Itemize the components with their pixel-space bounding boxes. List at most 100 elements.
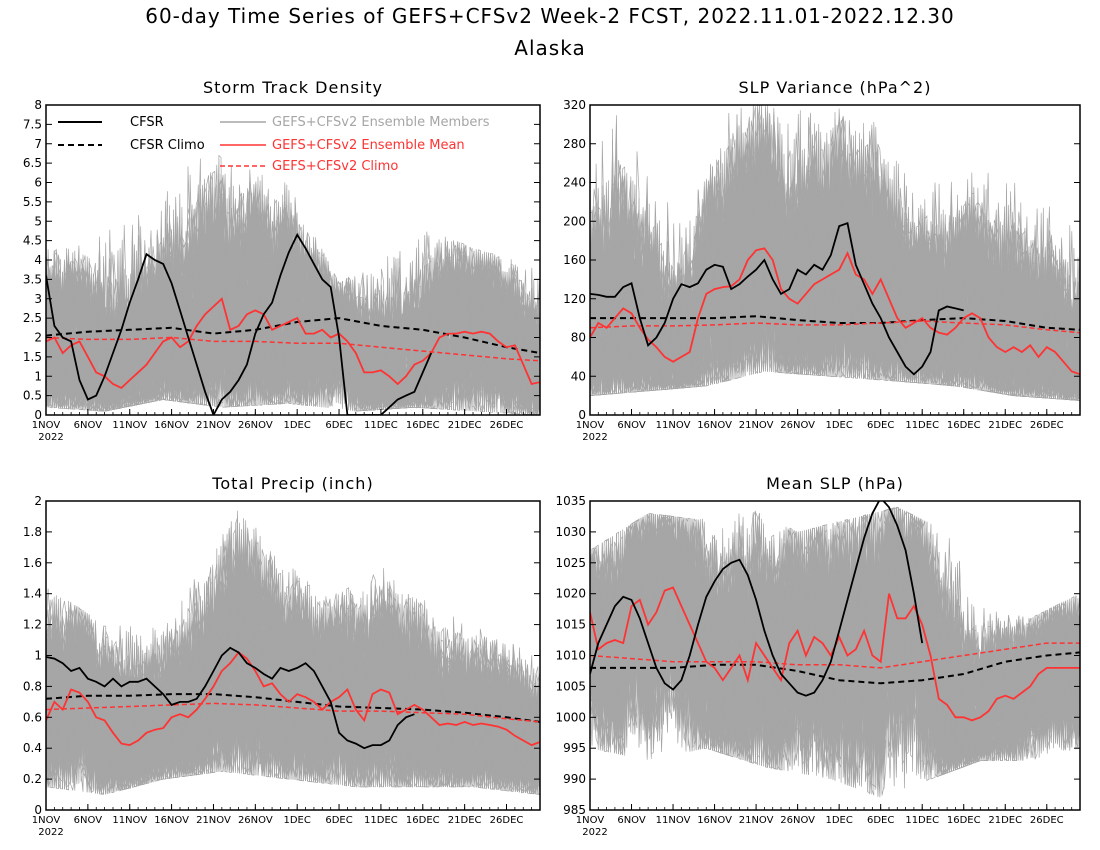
y-tick-label: 6.5 [23, 156, 42, 170]
y-tick-label: 240 [563, 176, 586, 190]
plot-area [590, 501, 1080, 798]
ensemble-member-line [46, 173, 540, 415]
y-tick-label: 1.4 [23, 587, 42, 601]
y-tick-label: 0.8 [23, 679, 42, 693]
x-tick-label: 21DEC [988, 815, 1022, 826]
y-axis: 0 0.2 0.4 0.6 0.8 1 1.2 1.4 1.6 1.8 2 [23, 494, 540, 817]
panel-2: SLP Variance (hPa^2) 0 40 80 120 160 200 240 280… [563, 78, 1081, 443]
ens-mean-line [46, 651, 540, 747]
y-tick-label: 1010 [555, 649, 586, 663]
y-tick-label: 1000 [555, 710, 586, 724]
x-tick-label: 21DEC [448, 815, 482, 826]
y-tick-label: 2.5 [23, 311, 42, 325]
y-tick-label: 1.5 [23, 350, 42, 364]
panel-1: Storm Track Density 0 0.5 1 1.5 2 2.5 3 3.5 4 4.5 5… [23, 78, 541, 443]
y-tick-label: 1035 [555, 494, 586, 508]
legend-members-label: GEFS+CFSv2 Ensemble Members [272, 115, 490, 130]
x-tick-label: 6NOV [74, 815, 103, 826]
ens-climo-line [46, 336, 540, 362]
plot-area [46, 510, 540, 795]
y-tick-label: 280 [563, 137, 586, 151]
legend: CFSR CFSR Climo GEFS+CFSv2 Ensemble Member… [58, 115, 490, 174]
y-tick-label: 2 [34, 494, 42, 508]
y-tick-label: 0.6 [23, 710, 42, 724]
cfsr-climo-line [590, 651, 1080, 685]
x-tick-label: 11NOV [656, 420, 691, 431]
y-tick-label: 3 [34, 292, 42, 306]
y-axis: 0 0.5 1 1.5 2 2.5 3 3.5 4 4.5 5 5.5 6 6.5 7 7.5 8 [23, 98, 540, 422]
ens-climo-line [46, 702, 540, 723]
ensemble-member-line [590, 137, 1080, 401]
x-tick-label: 1DEC [283, 420, 310, 431]
y-tick-label: 985 [563, 803, 586, 817]
x-tick-label: 26DEC [490, 815, 524, 826]
plot-area [46, 154, 540, 415]
ens-climo-line [590, 642, 1080, 669]
y-tick-label: 200 [563, 214, 586, 228]
x-tick-label: 6NOV [617, 815, 646, 826]
x-tick-label: 26NOV [238, 420, 273, 431]
ensemble-members [46, 510, 540, 795]
x-tick-label: 16NOV [697, 815, 732, 826]
x-year-label: 2022 [38, 827, 63, 838]
x-tick-label: 11DEC [364, 420, 398, 431]
ens-mean-line [46, 297, 540, 389]
ensemble-member-line [46, 528, 540, 794]
y-tick-label: 1.2 [23, 618, 42, 632]
y-tick-label: 40 [571, 369, 586, 383]
y-axis: 985 990 995 1000 1005 1010 1015 1020 1025 1030 103… [555, 494, 1080, 817]
x-tick-label: 21NOV [739, 815, 774, 826]
x-axis: 1NOV 6NOV 11NOV 16NOV 21NOV 26NOV 1DEC 6DEC 11DE… [576, 804, 1081, 838]
x-tick-label: 6DEC [325, 815, 352, 826]
y-tick-label: 0.4 [23, 741, 42, 755]
ensemble-member-line [590, 116, 1080, 401]
cfsr-line [590, 222, 964, 376]
plot-area [590, 105, 1080, 401]
panel-title: Mean SLP (hPa) [766, 474, 904, 493]
y-tick-label: 990 [563, 772, 586, 786]
x-tick-label: 26DEC [1030, 420, 1064, 431]
x-tick-label: 11DEC [905, 420, 939, 431]
y-tick-label: 7.5 [23, 117, 42, 131]
figure-region: Alaska [514, 36, 586, 60]
ensemble-member-line [46, 188, 540, 415]
x-tick-label: 16DEC [406, 420, 440, 431]
cfsr-line [46, 646, 415, 750]
x-tick-label: 26NOV [780, 420, 815, 431]
ensemble-member-line [46, 187, 540, 414]
y-tick-label: 0.5 [23, 389, 42, 403]
y-tick-label: 80 [571, 331, 586, 345]
legend-ens-climo-label: GEFS+CFSv2 Climo [272, 159, 398, 174]
x-tick-label: 6NOV [74, 420, 103, 431]
y-tick-label: 1.8 [23, 525, 42, 539]
y-tick-label: 8 [34, 98, 42, 112]
y-tick-label: 1015 [555, 618, 586, 632]
x-tick-label: 26DEC [490, 420, 524, 431]
x-year-label: 2022 [582, 827, 607, 838]
y-tick-label: 4 [34, 253, 42, 267]
x-tick-label: 21DEC [448, 420, 482, 431]
x-tick-label: 16NOV [154, 815, 189, 826]
x-tick-label: 6DEC [325, 420, 352, 431]
x-tick-label: 6NOV [617, 420, 646, 431]
panel-title: Total Precip (inch) [211, 474, 373, 493]
panel-title: SLP Variance (hPa^2) [739, 78, 932, 97]
x-year-label: 2022 [38, 432, 63, 443]
y-tick-label: 7 [34, 137, 42, 151]
panel-title: Storm Track Density [203, 78, 383, 97]
cfsr-climo-line [46, 317, 540, 354]
x-axis: 1NOV 6NOV 11NOV 16NOV 21NOV 26NOV 1DEC 6DEC 11DE… [576, 409, 1081, 443]
x-tick-label: 1NOV [576, 815, 605, 826]
x-tick-label: 6DEC [867, 420, 894, 431]
legend-mean-label: GEFS+CFSv2 Ensemble Mean [272, 138, 465, 153]
legend-cfsr-label: CFSR [130, 115, 164, 130]
x-year-label: 2022 [582, 432, 607, 443]
x-tick-label: 16NOV [697, 420, 732, 431]
y-tick-label: 320 [563, 98, 586, 112]
x-tick-label: 26DEC [1030, 815, 1064, 826]
ensemble-member-line [590, 508, 1080, 787]
ensemble-member-line [46, 556, 540, 794]
x-tick-label: 21NOV [739, 420, 774, 431]
x-tick-label: 11NOV [112, 420, 147, 431]
